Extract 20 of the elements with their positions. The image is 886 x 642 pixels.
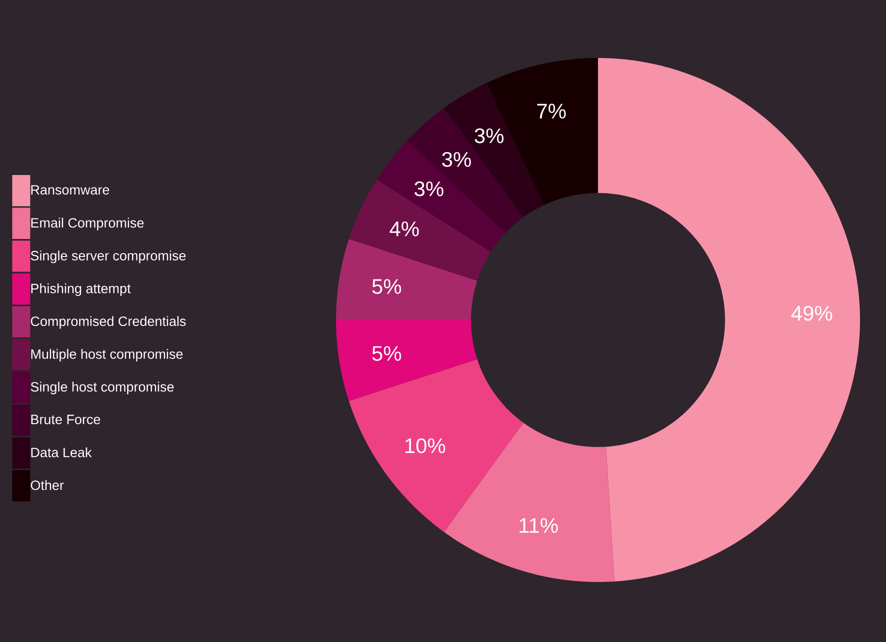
- data-label: 49%: [791, 306, 832, 321]
- data-label: 5%: [372, 279, 402, 294]
- legend-label: Email Compromise: [31, 218, 144, 230]
- data-label: 3%: [474, 128, 504, 144]
- legend-label: Multiple host compromise: [31, 348, 183, 362]
- legend-label: Compromised Credentials: [30, 316, 186, 329]
- legend-label: Other: [30, 480, 64, 490]
- legend-label: Single server compromise: [30, 250, 186, 264]
- legend-label: Ransomware: [31, 185, 110, 195]
- data-label: 10%: [405, 438, 446, 454]
- legend-label: Single host compromise: [30, 382, 174, 394]
- legend-label: Data Leak: [31, 447, 92, 458]
- data-label: 3%: [442, 152, 471, 167]
- data-label: 3%: [414, 181, 444, 196]
- legend-label: Brute Force: [31, 414, 100, 424]
- legend-label: Phishing attempt: [31, 283, 131, 296]
- data-label: 7%: [537, 104, 566, 118]
- data-label: 11%: [520, 518, 558, 533]
- data-label: 4%: [390, 222, 419, 236]
- data-label: 5%: [372, 346, 402, 361]
